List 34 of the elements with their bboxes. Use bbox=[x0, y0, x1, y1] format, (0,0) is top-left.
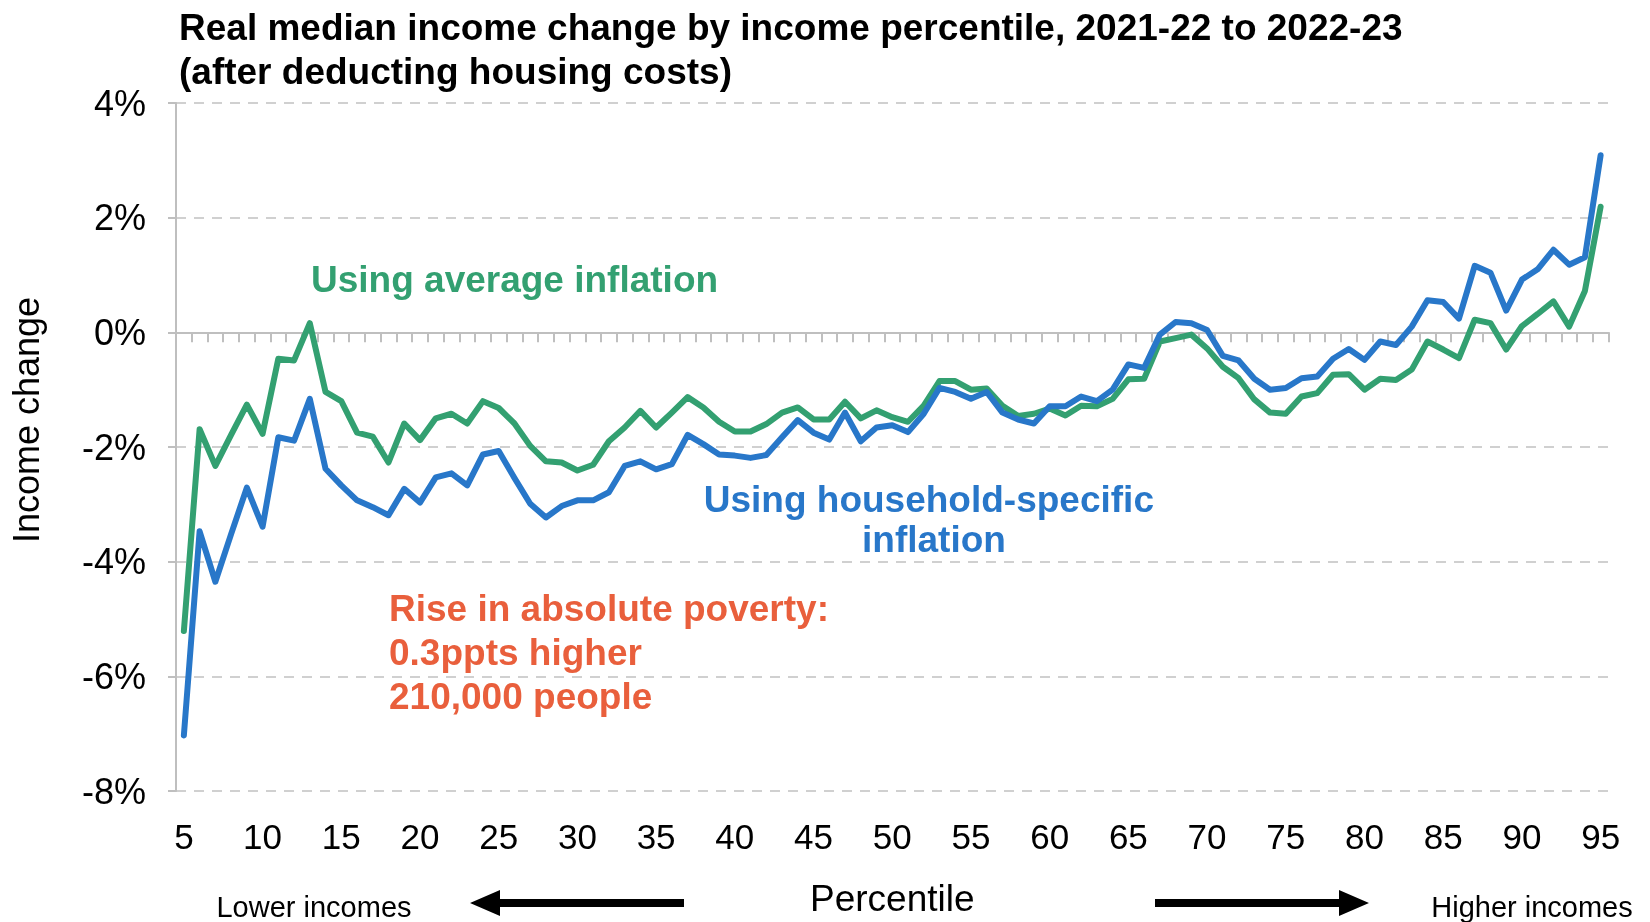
x-tick-label: 80 bbox=[1345, 817, 1384, 856]
annotation: Rise in absolute poverty: 0.3ppts higher 210,000 people bbox=[389, 587, 829, 717]
y-tick-label: 0% bbox=[93, 311, 146, 353]
x-tick-label: 25 bbox=[479, 817, 519, 856]
x-tick-label: 75 bbox=[1266, 817, 1306, 856]
y-axis-title: Income change bbox=[5, 296, 47, 544]
x-tick-label: 90 bbox=[1502, 817, 1542, 856]
series-label: Using average inflation bbox=[311, 259, 719, 300]
x-tick-label: 15 bbox=[321, 817, 361, 856]
y-tick-label: 4% bbox=[93, 82, 146, 124]
text: Lower incomes bbox=[216, 891, 412, 922]
chart-subtitle: (after deducting housing costs) bbox=[179, 51, 732, 92]
x-tick-label: 95 bbox=[1581, 817, 1621, 856]
y-tick-label: -6% bbox=[81, 655, 146, 697]
x-tick-label: 50 bbox=[872, 817, 912, 856]
x-tick-label: 35 bbox=[636, 817, 676, 856]
x-axis-title: Percentile bbox=[809, 878, 975, 919]
chart-title: Real median income change by income percentile, 2021-22 to 2022-23 bbox=[179, 7, 1403, 48]
x-tick-label: 55 bbox=[951, 817, 991, 856]
x-tick-label: 20 bbox=[400, 817, 440, 856]
y-tick-label: -4% bbox=[81, 541, 146, 583]
y-tick-label: -8% bbox=[81, 770, 146, 812]
x-tick-label: 60 bbox=[1030, 817, 1070, 856]
x-tick-label: 5 bbox=[174, 817, 194, 856]
x-tick-label: 10 bbox=[243, 817, 283, 856]
x-tick-label: 40 bbox=[715, 817, 755, 856]
y-tick-label: -2% bbox=[81, 426, 146, 468]
x-tick-label: 45 bbox=[794, 817, 834, 856]
y-tick-label: 2% bbox=[93, 197, 146, 239]
series-label: Using household-specific inflation bbox=[703, 478, 1165, 560]
x-tick-label: 70 bbox=[1187, 817, 1227, 856]
x-tick-label: 85 bbox=[1423, 817, 1463, 856]
x-tick-label: 65 bbox=[1108, 817, 1148, 856]
x-tick-label: 30 bbox=[557, 817, 597, 856]
